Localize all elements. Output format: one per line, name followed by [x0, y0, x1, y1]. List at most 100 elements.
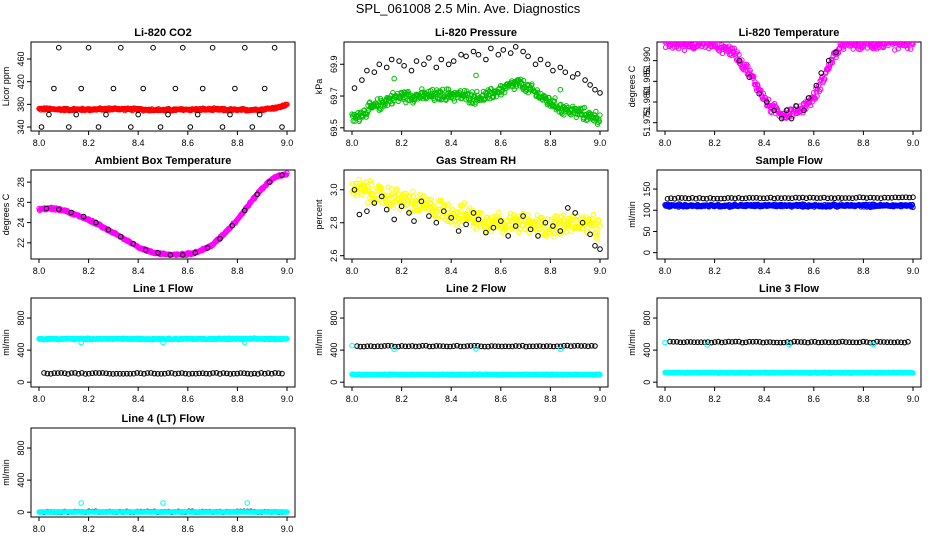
- reference-point: [835, 195, 842, 201]
- dense-point: [713, 37, 717, 41]
- data-layer: [349, 176, 603, 252]
- y-tick-label: 800: [329, 311, 339, 326]
- dense-point: [368, 191, 374, 198]
- reference-point: [739, 195, 746, 202]
- reference-point: [241, 370, 247, 377]
- dense-point: [374, 195, 381, 202]
- reference-point: [65, 371, 71, 377]
- reference-point: [714, 195, 721, 202]
- plot-frame: [656, 41, 922, 132]
- reference-point: [550, 223, 556, 229]
- reference-point: [535, 233, 541, 239]
- dense-point: [682, 37, 686, 41]
- dense-point: [410, 188, 416, 195]
- dense-point: [378, 185, 385, 191]
- reference-point: [103, 370, 109, 377]
- reference-point: [408, 67, 415, 74]
- reference-point: [675, 195, 682, 201]
- dense-point: [439, 213, 446, 220]
- dense-point: [666, 36, 670, 40]
- dense-point: [888, 36, 892, 40]
- x-tick-label: 8.2: [82, 138, 95, 148]
- reference-point: [137, 370, 144, 377]
- reference-point: [750, 195, 756, 201]
- y-tick-label: 51.975: [642, 109, 652, 137]
- dense-point: [487, 224, 494, 231]
- reference-point: [753, 195, 760, 201]
- dense-point: [498, 224, 504, 231]
- x-tick-label: 8.2: [395, 266, 408, 276]
- reference-point: [831, 195, 838, 202]
- reference-point: [736, 57, 743, 64]
- x-tick-label: 8.4: [445, 266, 458, 276]
- reference-point: [775, 195, 781, 201]
- reference-point: [592, 86, 598, 93]
- y-tick-label: 69.9: [329, 55, 339, 73]
- reference-point: [96, 370, 102, 376]
- dense-point: [846, 37, 850, 41]
- dense-point: [470, 207, 476, 214]
- reference-point: [275, 370, 282, 377]
- y-axis-label: degrees C: [627, 65, 637, 107]
- dense-point: [390, 205, 397, 211]
- x-tick-label: 8.4: [132, 138, 145, 148]
- dense-point: [510, 212, 517, 218]
- dense-point: [677, 42, 683, 44]
- x-tick-label: 9.0: [907, 138, 920, 148]
- reference-point: [426, 213, 432, 219]
- reference-point: [808, 339, 815, 345]
- x-tick-label: 8.8: [544, 394, 557, 404]
- reference-point: [763, 339, 770, 346]
- reference-point: [180, 252, 186, 258]
- outliers-point: [704, 342, 711, 348]
- reference-point: [671, 196, 678, 202]
- reference-point: [667, 338, 673, 345]
- reference-point: [385, 342, 391, 349]
- reference-point: [789, 195, 795, 201]
- dense-point: [428, 200, 434, 206]
- outliers-point: [557, 86, 564, 93]
- reference-point: [495, 343, 502, 350]
- reference-point: [75, 371, 82, 377]
- reference-point: [419, 343, 426, 349]
- reference-point: [194, 111, 201, 118]
- dense-point: [731, 45, 737, 51]
- reference-point: [568, 343, 574, 350]
- dense-point: [552, 95, 558, 101]
- reference-point: [689, 195, 696, 201]
- reference-point: [728, 195, 735, 201]
- reference-point: [254, 191, 261, 198]
- reference-point: [588, 343, 595, 349]
- plot-frame: [656, 169, 922, 260]
- reference-point: [251, 370, 258, 377]
- x-tick-label: 8.0: [346, 266, 359, 276]
- reference-point: [735, 195, 742, 201]
- reference-point: [512, 44, 519, 50]
- reference-point: [356, 211, 363, 218]
- reference-point: [227, 111, 233, 118]
- reference-point: [43, 205, 50, 212]
- dense-point: [551, 234, 557, 240]
- y-tick-label: 69.7: [329, 87, 339, 105]
- y-tick-label: 460: [16, 51, 26, 66]
- dense-point: [473, 218, 479, 224]
- reference-point: [220, 370, 227, 376]
- x-tick-label: 8.8: [231, 524, 244, 534]
- reference-point: [778, 115, 785, 122]
- x-tick-label: 9.0: [281, 138, 294, 148]
- x-tick-label: 8.2: [395, 138, 408, 148]
- dense-point: [593, 108, 599, 115]
- reference-point: [516, 343, 522, 350]
- dense-point: [529, 226, 536, 232]
- dense-point: [551, 231, 558, 237]
- reference-point: [56, 44, 62, 51]
- reference-point: [678, 195, 685, 201]
- reference-point: [874, 195, 881, 201]
- reference-point: [860, 338, 867, 345]
- dense-point: [706, 42, 712, 44]
- y-tick-label: 800: [16, 311, 26, 326]
- y-tick-label: 800: [642, 311, 652, 326]
- reference-point: [359, 77, 365, 83]
- reference-point: [781, 339, 787, 346]
- reference-point: [351, 85, 358, 91]
